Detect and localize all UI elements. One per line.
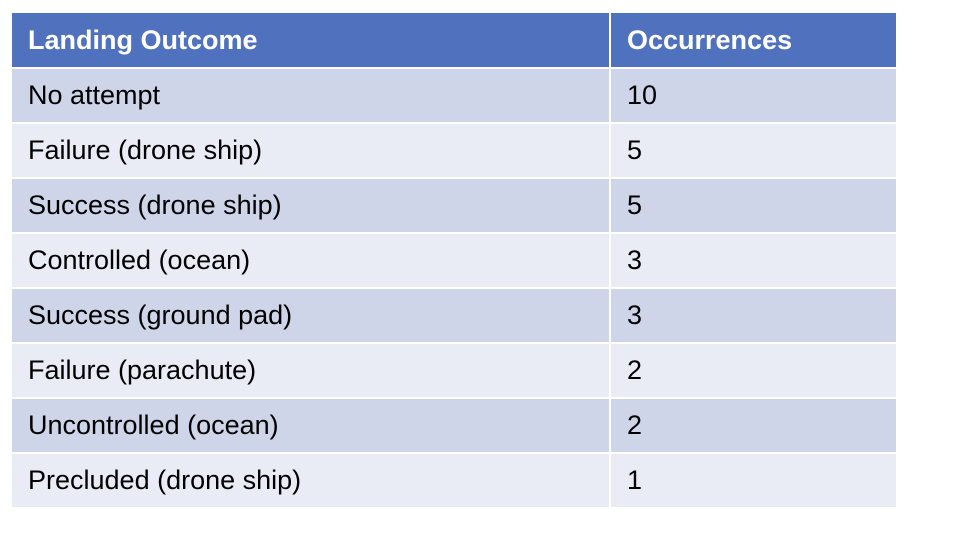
landing-outcome-cell: Success (drone ship) [10, 177, 611, 234]
landing-outcome-cell: Precluded (drone ship) [10, 452, 611, 509]
table-row: Controlled (ocean) 3 [10, 232, 898, 289]
landing-outcomes-table-container: Landing Outcome Occurrences No attempt 1… [10, 11, 898, 509]
table-row: Success (ground pad) 3 [10, 287, 898, 344]
landing-outcome-cell: Failure (drone ship) [10, 122, 611, 179]
table-header-row: Landing Outcome Occurrences [10, 11, 898, 69]
occurrences-cell: 2 [609, 397, 898, 454]
table-row: Precluded (drone ship) 1 [10, 452, 898, 509]
header-landing-outcome: Landing Outcome [10, 11, 611, 69]
occurrences-cell: 5 [609, 177, 898, 234]
landing-outcome-cell: No attempt [10, 67, 611, 124]
table-row: No attempt 10 [10, 67, 898, 124]
occurrences-cell: 5 [609, 122, 898, 179]
occurrences-cell: 1 [609, 452, 898, 509]
landing-outcome-cell: Uncontrolled (ocean) [10, 397, 611, 454]
landing-outcome-cell: Failure (parachute) [10, 342, 611, 399]
table-row: Failure (parachute) 2 [10, 342, 898, 399]
landing-outcomes-table: Landing Outcome Occurrences No attempt 1… [10, 11, 898, 509]
table-row: Uncontrolled (ocean) 2 [10, 397, 898, 454]
occurrences-cell: 10 [609, 67, 898, 124]
landing-outcome-cell: Success (ground pad) [10, 287, 611, 344]
occurrences-cell: 3 [609, 232, 898, 289]
landing-outcome-cell: Controlled (ocean) [10, 232, 611, 289]
table-row: Success (drone ship) 5 [10, 177, 898, 234]
table-row: Failure (drone ship) 5 [10, 122, 898, 179]
occurrences-cell: 3 [609, 287, 898, 344]
header-occurrences: Occurrences [609, 11, 898, 69]
occurrences-cell: 2 [609, 342, 898, 399]
